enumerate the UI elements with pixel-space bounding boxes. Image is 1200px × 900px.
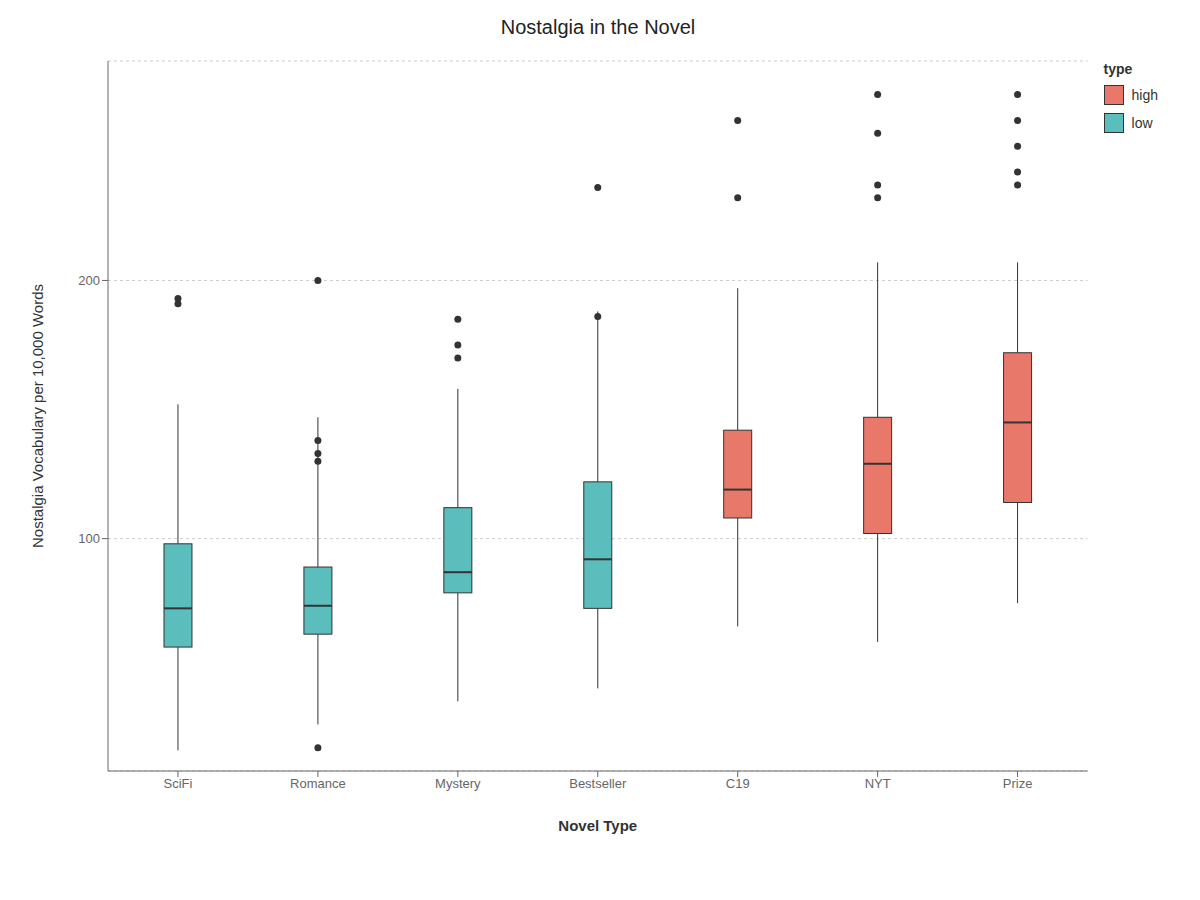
svg-text:Prize: Prize (1003, 776, 1033, 791)
svg-text:Nostalgia Vocabulary per 10,00: Nostalgia Vocabulary per 10,000 Words (29, 284, 46, 548)
svg-text:NYT: NYT (865, 776, 891, 791)
html-text:high: high (1131, 87, 1158, 103)
svg-text:Bestseller: Bestseller (569, 776, 627, 791)
html-text:type: type (1103, 61, 1133, 77)
svg-text:Novel Type: Novel Type (558, 817, 637, 834)
svg-text:C19: C19 (726, 776, 750, 791)
svg-text:Mystery: Mystery (435, 776, 481, 791)
svg-text:Romance: Romance (290, 776, 346, 791)
svg-text:100: 100 (78, 531, 100, 546)
svg-text:200: 200 (78, 273, 100, 288)
html-text:low: low (1131, 115, 1153, 131)
svg-text:SciFi: SciFi (164, 776, 193, 791)
html-text:Nostalgia in the Novel: Nostalgia in the Novel (500, 16, 696, 38)
